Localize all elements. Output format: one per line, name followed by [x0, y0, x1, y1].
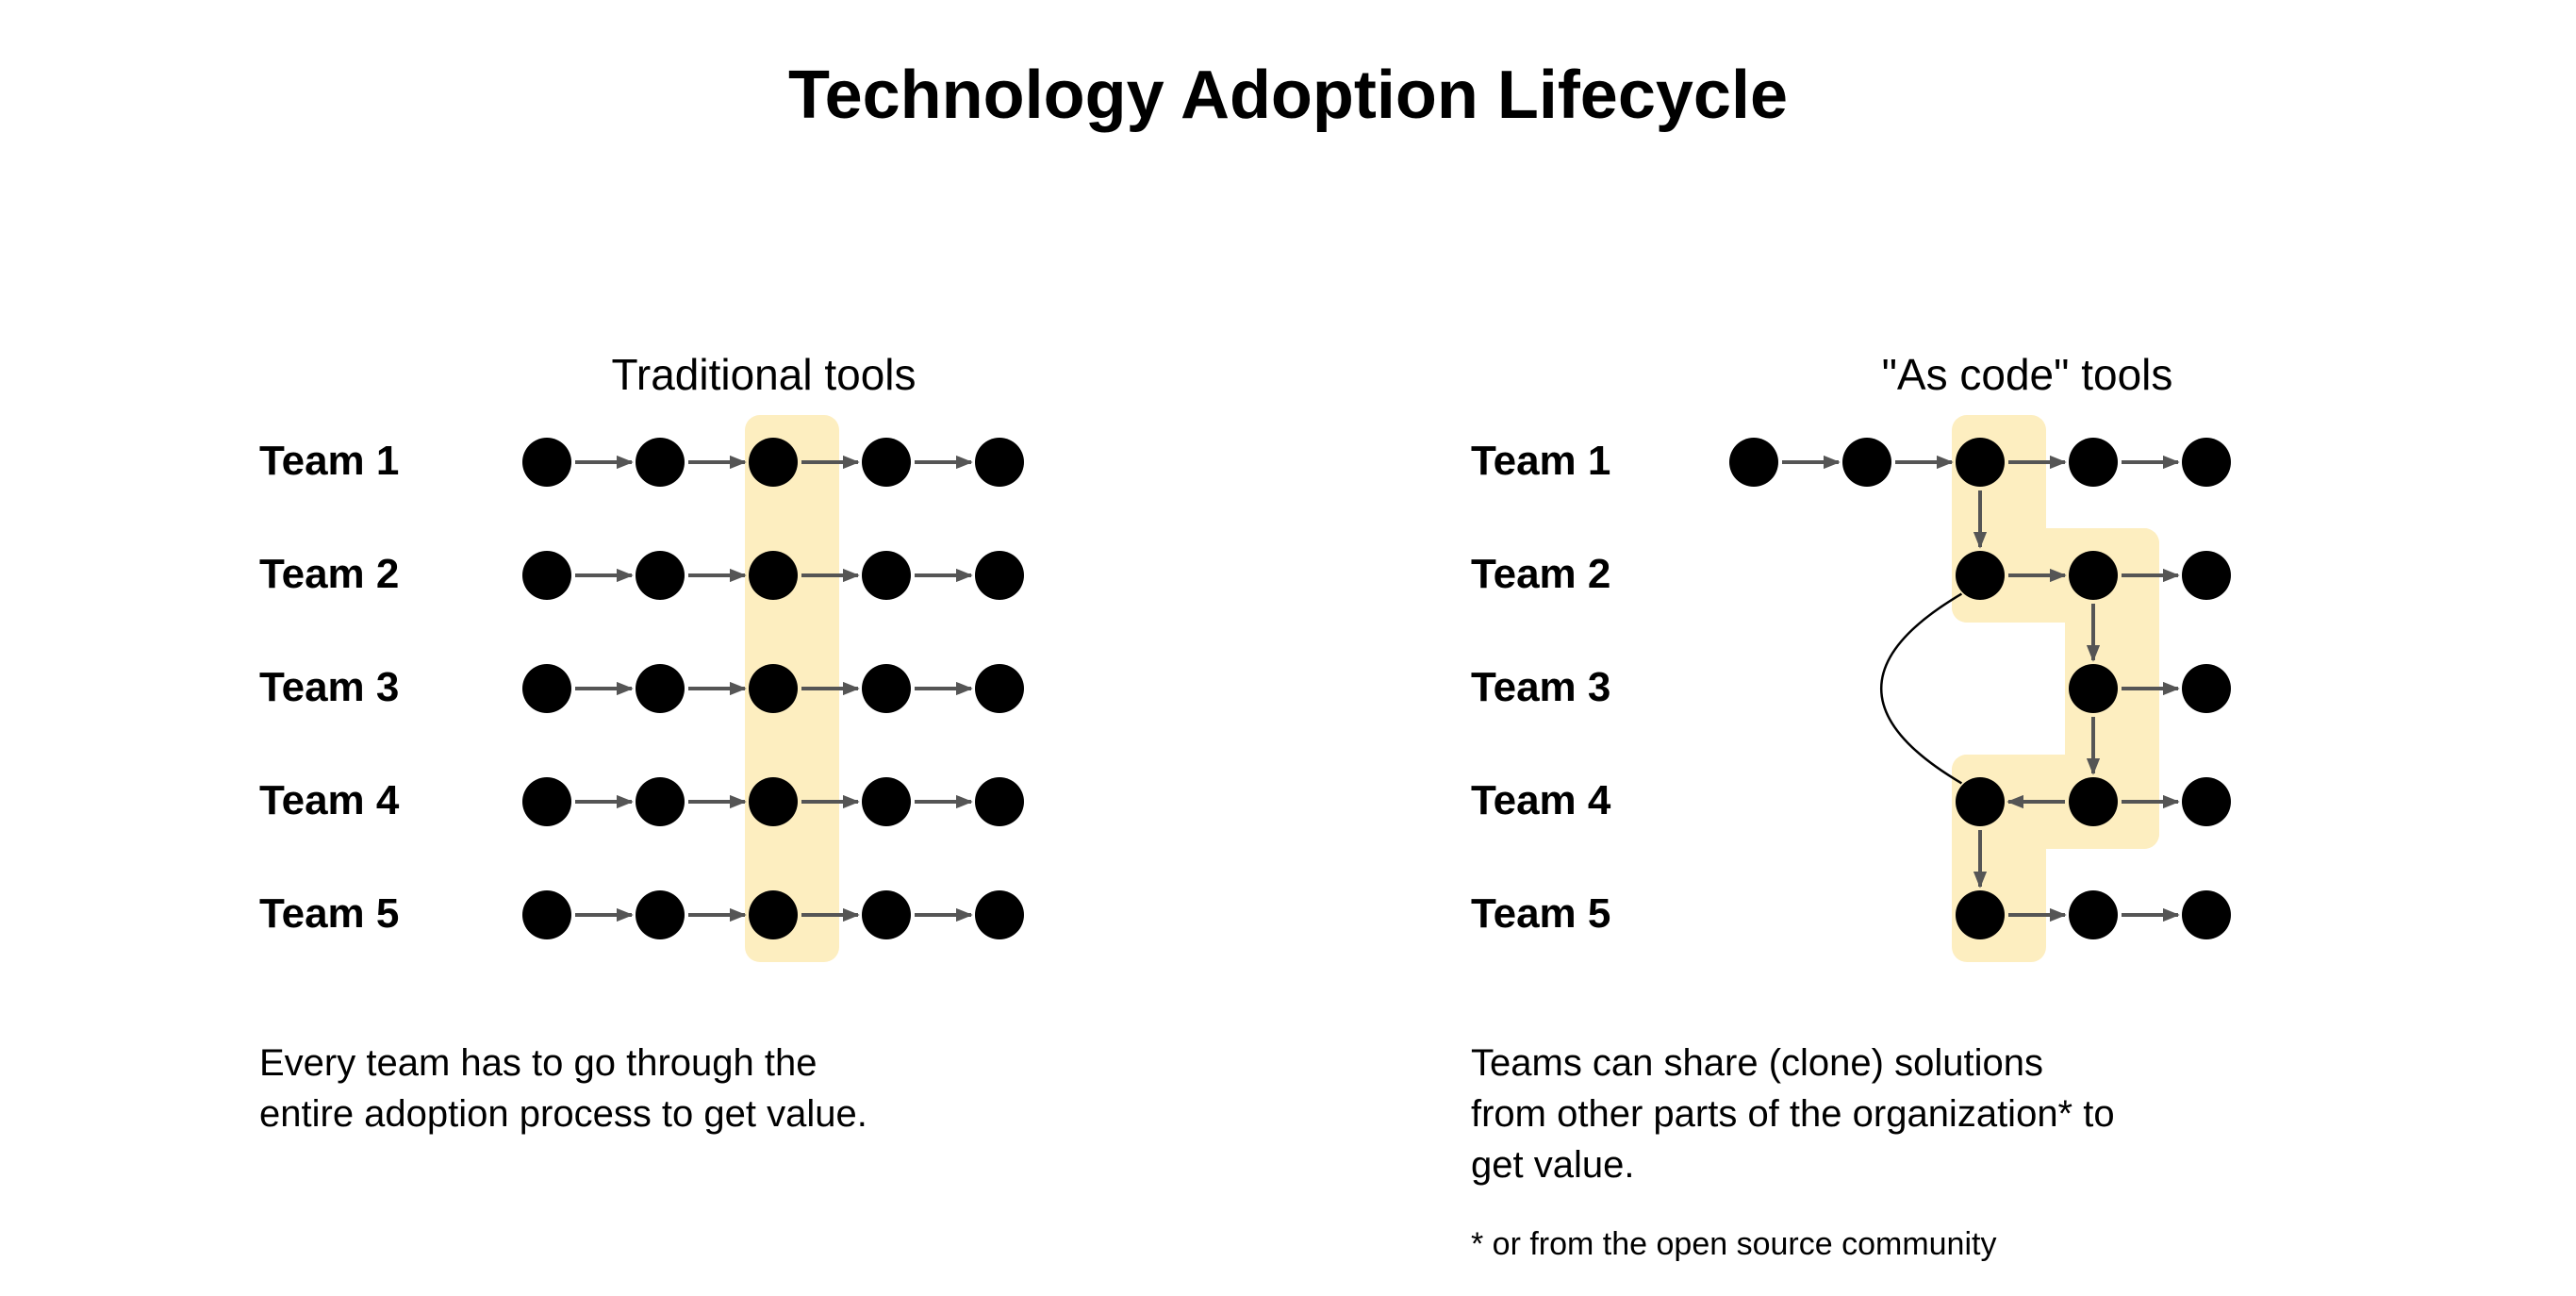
node	[862, 551, 911, 600]
diagram-svg	[0, 0, 2576, 1296]
node	[636, 664, 685, 713]
node	[2069, 438, 2118, 487]
node	[522, 664, 571, 713]
node	[975, 551, 1024, 600]
node	[2182, 551, 2231, 600]
node	[2182, 438, 2231, 487]
node	[636, 890, 685, 939]
node	[2069, 664, 2118, 713]
node	[636, 438, 685, 487]
node	[636, 551, 685, 600]
node	[2069, 777, 2118, 826]
right-curved-edges	[1881, 594, 1961, 784]
node	[975, 890, 1024, 939]
node	[522, 890, 571, 939]
node	[975, 438, 1024, 487]
node	[522, 438, 571, 487]
node	[2182, 890, 2231, 939]
node	[1956, 551, 2005, 600]
node	[2069, 551, 2118, 600]
node	[1956, 890, 2005, 939]
node	[975, 777, 1024, 826]
node	[1956, 438, 2005, 487]
node	[1956, 777, 2005, 826]
curved-edge	[1881, 594, 1961, 784]
node	[862, 890, 911, 939]
node	[749, 664, 798, 713]
node	[749, 890, 798, 939]
node	[862, 777, 911, 826]
node	[2182, 777, 2231, 826]
node	[749, 777, 798, 826]
node	[975, 664, 1024, 713]
node	[749, 438, 798, 487]
node	[636, 777, 685, 826]
node	[862, 438, 911, 487]
node	[749, 551, 798, 600]
node	[1842, 438, 1891, 487]
node	[522, 551, 571, 600]
node	[1729, 438, 1778, 487]
node	[2182, 664, 2231, 713]
node	[862, 664, 911, 713]
node	[522, 777, 571, 826]
node	[2069, 890, 2118, 939]
